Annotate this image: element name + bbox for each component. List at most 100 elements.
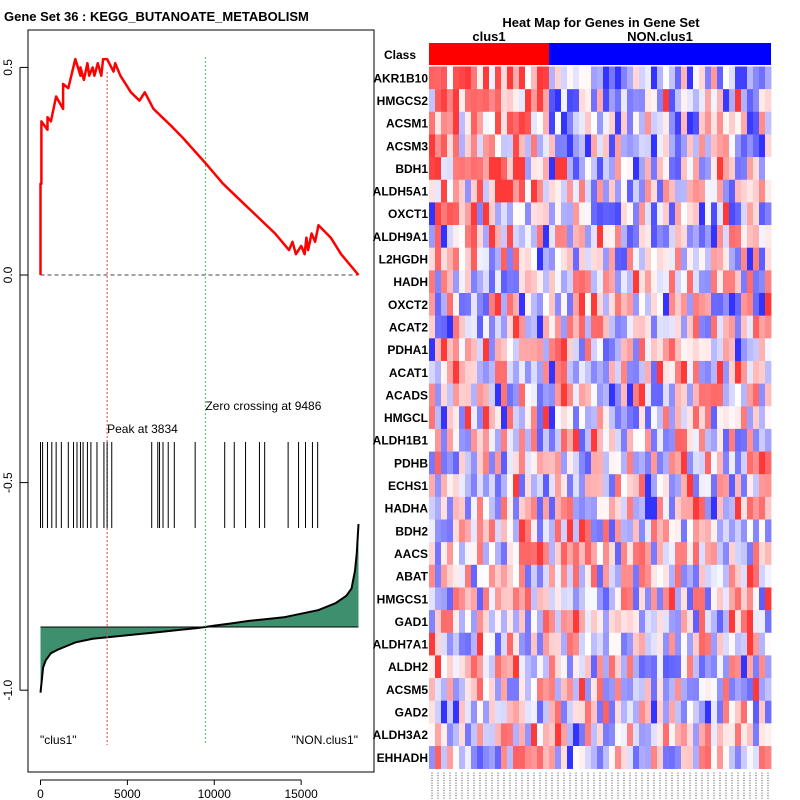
heatmap-cell xyxy=(441,225,448,248)
heatmap-cell xyxy=(573,89,580,113)
heatmap-cell xyxy=(663,134,670,158)
heatmap-cell xyxy=(663,225,670,248)
heatmap-cell xyxy=(477,678,484,701)
heatmap-cell xyxy=(747,202,754,226)
heatmap-cell xyxy=(555,111,562,135)
heatmap-cell xyxy=(741,700,748,724)
heatmap-cell xyxy=(765,632,772,656)
heatmap-cell xyxy=(723,338,730,362)
heatmap-cell xyxy=(759,247,766,271)
heatmap-cell xyxy=(609,678,616,701)
heatmap-cell xyxy=(585,315,592,339)
heatmap-cell xyxy=(741,610,748,634)
heatmap-cell xyxy=(489,66,496,90)
heatmap-cell xyxy=(513,428,520,452)
heatmap-cell xyxy=(447,700,454,724)
heatmap-cell xyxy=(543,179,550,203)
heatmap-cell xyxy=(549,383,556,407)
heatmap-cell xyxy=(639,723,646,747)
heatmap-cell xyxy=(639,406,646,430)
heatmap-cell xyxy=(729,564,736,588)
heatmap-cell xyxy=(633,474,640,498)
heatmap-cell xyxy=(585,383,592,407)
heatmap-cell xyxy=(753,723,760,747)
heatmap-cell xyxy=(681,179,688,203)
heatmap-cell xyxy=(459,179,466,203)
heatmap-cell xyxy=(513,383,520,407)
heatmap-cell xyxy=(645,474,652,498)
heatmap-cell xyxy=(561,746,568,769)
heatmap-cell xyxy=(567,474,574,498)
heatmap-cell xyxy=(513,610,520,634)
heatmap-cell xyxy=(705,610,712,634)
heatmap-cell xyxy=(753,247,760,271)
heatmap-cell xyxy=(609,315,616,339)
heatmap-cell xyxy=(615,111,622,135)
heatmap-cell xyxy=(435,496,442,520)
heatmap-cell xyxy=(477,700,484,724)
heatmap-cell xyxy=(663,542,670,566)
heatmap-cell xyxy=(591,202,598,226)
heatmap-cell xyxy=(591,610,598,634)
heatmap-cell xyxy=(615,157,622,181)
heatmap-cell xyxy=(747,111,754,135)
heatmap-cell xyxy=(477,202,484,226)
heatmap-cell xyxy=(657,542,664,566)
heatmap-cell xyxy=(741,360,748,384)
heatmap-cell xyxy=(687,451,694,475)
heatmap-cell xyxy=(501,179,508,203)
heatmap-cell xyxy=(615,746,622,769)
heatmap-cell xyxy=(603,519,610,543)
heatmap-cell xyxy=(555,66,562,90)
heatmap-cell xyxy=(645,723,652,747)
heatmap-cell xyxy=(615,202,622,226)
heatmap-cell xyxy=(681,723,688,747)
heatmap-cell xyxy=(615,655,622,679)
heatmap-cell xyxy=(561,179,568,203)
heatmap-cell xyxy=(543,270,550,294)
heatmap-cell xyxy=(651,678,658,701)
heatmap-cell xyxy=(567,247,574,271)
heatmap-cell xyxy=(711,610,718,634)
heatmap-cell xyxy=(543,383,550,407)
heatmap-cell xyxy=(723,564,730,588)
heatmap-cell xyxy=(717,134,724,158)
heatmap-cell xyxy=(495,270,502,294)
heatmap-cell xyxy=(441,678,448,701)
heatmap-cell xyxy=(639,338,646,362)
heatmap-cell xyxy=(741,247,748,271)
heatmap-cell xyxy=(453,451,460,475)
heatmap-cell xyxy=(765,406,772,430)
heatmap-cell xyxy=(747,360,754,384)
heatmap-cell xyxy=(603,610,610,634)
heatmap-cell xyxy=(495,746,502,769)
heatmap-cell xyxy=(447,66,454,90)
heatmap-cell xyxy=(663,474,670,498)
heatmap-cell xyxy=(747,338,754,362)
heatmap-cell xyxy=(693,542,700,566)
heatmap-cell xyxy=(549,746,556,769)
heatmap-cell xyxy=(579,564,586,588)
heatmap-cell xyxy=(585,89,592,113)
heatmap-cell xyxy=(585,723,592,747)
heatmap-cell xyxy=(549,225,556,248)
heatmap-cell xyxy=(621,655,628,679)
heatmap-cell xyxy=(705,655,712,679)
heatmap-cell xyxy=(465,610,472,634)
heatmap-cell xyxy=(741,270,748,294)
heatmap-cell xyxy=(501,564,508,588)
heatmap-cell xyxy=(441,632,448,656)
heatmap-cell xyxy=(561,293,568,316)
heatmap-cell xyxy=(627,564,634,588)
heatmap-cell xyxy=(633,360,640,384)
heatmap-cell xyxy=(489,383,496,407)
heatmap-cell xyxy=(669,157,676,181)
heatmap-cell xyxy=(657,746,664,769)
heatmap-cell xyxy=(753,360,760,384)
heatmap-cell xyxy=(465,134,472,158)
heatmap-cell xyxy=(531,338,538,362)
heatmap-cell xyxy=(507,451,514,475)
heatmap-cell xyxy=(591,519,598,543)
gene-label: GAD1 xyxy=(395,615,429,629)
heatmap-cell xyxy=(483,519,490,543)
